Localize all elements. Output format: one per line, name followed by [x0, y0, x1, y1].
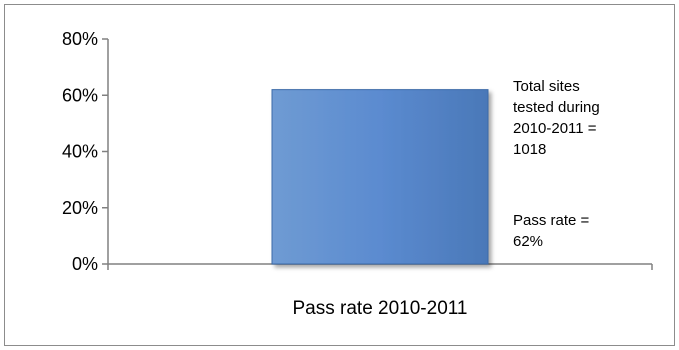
y-tick-label: 20% — [62, 198, 98, 218]
y-tick-label: 40% — [62, 142, 98, 162]
annotation-text: 2010-2011 = — [513, 120, 597, 137]
annotation-text: Pass rate = — [513, 212, 590, 229]
bar-chart: 0% 20% 40% 60% 80% Pass rate 2010-2011 Total … — [62, 29, 653, 319]
bar — [271, 89, 489, 265]
annotation-text: Total sites — [513, 78, 580, 95]
chart-frame: 0% 20% 40% 60% 80% Pass rate 2010-2011 Total … — [4, 4, 675, 346]
y-tick-label: 80% — [62, 29, 98, 49]
y-tick-label: 60% — [62, 85, 98, 105]
x-category-label: Pass rate 2010-2011 — [293, 298, 468, 319]
annotation-text: 62% — [513, 233, 543, 250]
y-tick-label: 0% — [72, 254, 98, 274]
annotation-text: tested during — [513, 99, 600, 116]
annotation-text: 1018 — [513, 141, 546, 158]
